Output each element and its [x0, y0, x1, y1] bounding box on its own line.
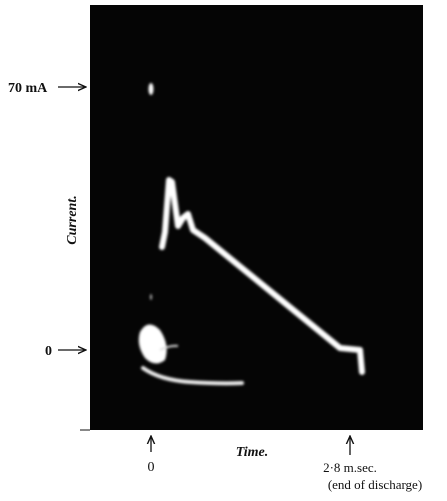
trace-spot — [148, 83, 154, 95]
trace-spot — [150, 294, 152, 300]
y-label: 70 mA — [8, 81, 48, 96]
trace-tail — [141, 366, 244, 386]
trace — [138, 83, 365, 386]
x-label: 2·8 m.sec. — [323, 460, 377, 475]
y-label: 0 — [45, 344, 52, 359]
x-label: 0 — [148, 460, 155, 475]
oscilloscope-screen — [90, 5, 423, 430]
y-axis-title: Current. — [65, 195, 80, 244]
discharge-current-trace — [159, 177, 365, 375]
trace-blob — [138, 324, 167, 364]
trace-tail — [159, 344, 179, 351]
x-label-note: (end of discharge) — [328, 477, 422, 492]
x-axis-title: Time. — [236, 445, 269, 460]
